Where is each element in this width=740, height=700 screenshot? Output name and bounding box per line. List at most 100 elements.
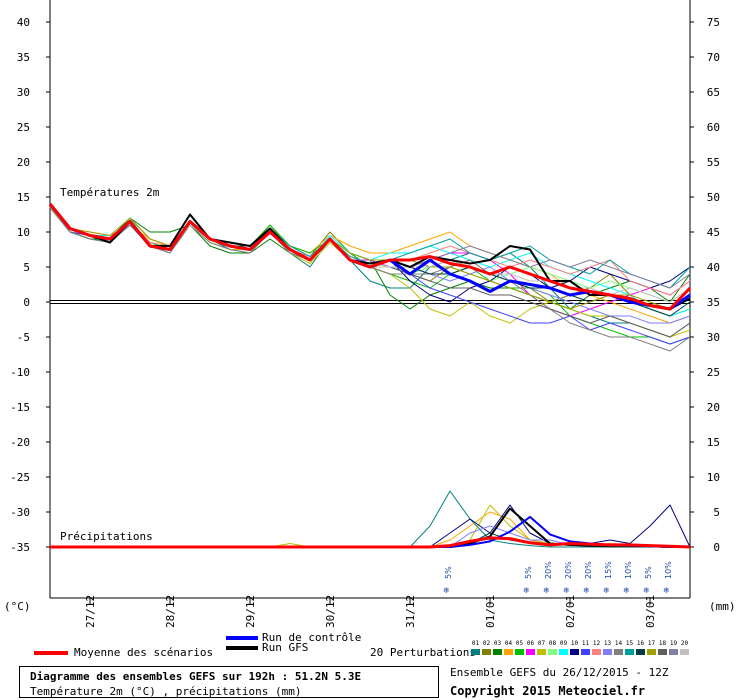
- temperature-perturbation-line: [49, 207, 691, 310]
- title-box: Diagramme des ensembles GEFS sur 192h : …: [19, 666, 439, 698]
- perturbation-legend-item: 07: [536, 640, 547, 655]
- legend-control-label: Run de contrôle: [262, 631, 362, 644]
- snowflake-icon: ❄: [523, 586, 530, 595]
- y2-tick-label: 65: [707, 86, 720, 99]
- perturbation-legend-swatch: [603, 649, 612, 655]
- y-tick-label: -20: [10, 436, 30, 449]
- snowflake-icon: ❄: [663, 586, 670, 595]
- perturbation-legend-item: 09: [558, 640, 569, 655]
- legend-perturbations: 20 Perturbations: [370, 646, 476, 659]
- legend-perturbations-label: 20 Perturbations: [370, 646, 476, 659]
- legend-mean: Moyenne des scénarios: [34, 646, 213, 659]
- perturbation-legend-swatch: [669, 649, 678, 655]
- ensemble-label: Ensemble GEFS du 26/12/2015 - 12Z: [450, 666, 669, 679]
- x-tick-label: 01/01: [484, 595, 497, 628]
- perturbation-legend-number: 16: [636, 640, 645, 647]
- perturbation-legend-item: 15: [624, 640, 635, 655]
- perturbation-legend-item: 17: [646, 640, 657, 655]
- y-tick-label: -35: [10, 541, 30, 554]
- perturbation-legend-swatch: [647, 649, 656, 655]
- perturbation-legend-swatch: [471, 649, 480, 655]
- perturbation-legend-item: 14: [613, 640, 624, 655]
- snow-probability-label: 5%: [644, 566, 653, 579]
- perturbation-legend-swatch: [493, 649, 502, 655]
- perturbation-legend-number: 10: [570, 640, 579, 647]
- perturbation-legend-item: 02: [481, 640, 492, 655]
- perturbation-legend-swatch: [636, 649, 645, 655]
- y2-tick-label: 60: [707, 121, 720, 134]
- perturbation-legend-item: 04: [503, 640, 514, 655]
- snowflake-icon: ❄: [623, 586, 630, 595]
- snow-probability-label: 10%: [624, 561, 633, 579]
- perturbation-legend-number: 13: [603, 640, 612, 647]
- perturbation-legend-swatch: [537, 649, 546, 655]
- perturbation-legend-item: 11: [580, 640, 591, 655]
- snowflake-icon: ❄: [583, 586, 590, 595]
- x-tick-label: 28/12: [164, 595, 177, 628]
- perturbation-legend-item: 06: [525, 640, 536, 655]
- y2-tick-label: 10: [707, 471, 720, 484]
- y-tick-label: 35: [17, 51, 30, 64]
- legend-mean-swatch: [34, 651, 68, 655]
- y-tick-label: 25: [17, 121, 30, 134]
- temperature-perturbation-line: [49, 203, 691, 289]
- legend-gfs-label: Run GFS: [262, 641, 309, 654]
- y2-tick-label: 5: [713, 506, 720, 519]
- perturbation-legend-number: 05: [515, 640, 524, 647]
- temperature-perturbation-line: [49, 203, 691, 310]
- y2-tick-label: 70: [707, 51, 720, 64]
- y-tick-label: 20: [17, 156, 30, 169]
- chart-subtitle: Température 2m (°C) , précipitations (mm…: [30, 685, 302, 698]
- perturbation-legend-number: 12: [592, 640, 601, 647]
- legend-control-swatch: [226, 636, 258, 640]
- snowflake-icon: ❄: [563, 586, 570, 595]
- perturbation-color-legend: 01 02 03 04 05 06 07 08 09 10 11 12 13 14 15 16 17 18 19 20: [470, 640, 690, 658]
- snowflake-icon: ❄: [643, 586, 650, 595]
- y-tick-label: -15: [10, 401, 30, 414]
- perturbation-legend-number: 17: [647, 640, 656, 647]
- snow-probability-label: 10%: [664, 561, 673, 579]
- perturbation-legend-swatch: [658, 649, 667, 655]
- snowflake-icon: ❄: [443, 586, 450, 595]
- perturbation-legend-swatch: [581, 649, 590, 655]
- x-tick-label: 03/01: [644, 595, 657, 628]
- chart-title: Diagramme des ensembles GEFS sur 192h : …: [30, 670, 362, 683]
- perturbation-legend-number: 18: [658, 640, 667, 647]
- legend-gfs-swatch: [226, 646, 258, 650]
- perturbation-legend-item: 19: [668, 640, 679, 655]
- snow-probability-label: 20%: [564, 561, 573, 579]
- y2-tick-label: 20: [707, 401, 720, 414]
- perturbation-legend-swatch: [548, 649, 557, 655]
- copyright: Copyright 2015 Meteociel.fr: [450, 684, 646, 698]
- y-tick-label: 40: [17, 16, 30, 29]
- snowflake-icon: ❄: [543, 586, 550, 595]
- temperature-perturbation-line: [49, 203, 691, 289]
- x-tick-label: 30/12: [324, 595, 337, 628]
- y2-tick-label: 40: [707, 261, 720, 274]
- snow-probability-label: 20%: [584, 561, 593, 579]
- snow-probability-label: 5%: [524, 566, 533, 579]
- x-tick-label: 29/12: [244, 595, 257, 628]
- perturbation-legend-number: 19: [669, 640, 678, 647]
- perturbation-legend-number: 02: [482, 640, 491, 647]
- perturbation-legend-number: 04: [504, 640, 513, 647]
- perturbation-legend-number: 09: [559, 640, 568, 647]
- precipitation-label: Précipitations: [60, 530, 153, 543]
- perturbation-legend-item: 08: [547, 640, 558, 655]
- perturbation-legend-number: 14: [614, 640, 623, 647]
- perturbation-legend-number: 08: [548, 640, 557, 647]
- y2-tick-label: 0: [713, 541, 720, 554]
- y2-tick-label: 15: [707, 436, 720, 449]
- perturbation-legend-swatch: [570, 649, 579, 655]
- perturbation-legend-item: 10: [569, 640, 580, 655]
- perturbation-legend-item: 16: [635, 640, 646, 655]
- perturbation-legend-swatch: [504, 649, 513, 655]
- perturbation-legend-item: 12: [591, 640, 602, 655]
- perturbation-legend-item: 13: [602, 640, 613, 655]
- perturbation-legend-number: 03: [493, 640, 502, 647]
- y-tick-label: 30: [17, 86, 30, 99]
- legend-mean-label: Moyenne des scénarios: [74, 646, 214, 659]
- perturbation-legend-number: 07: [537, 640, 546, 647]
- y2-tick-label: 45: [707, 226, 720, 239]
